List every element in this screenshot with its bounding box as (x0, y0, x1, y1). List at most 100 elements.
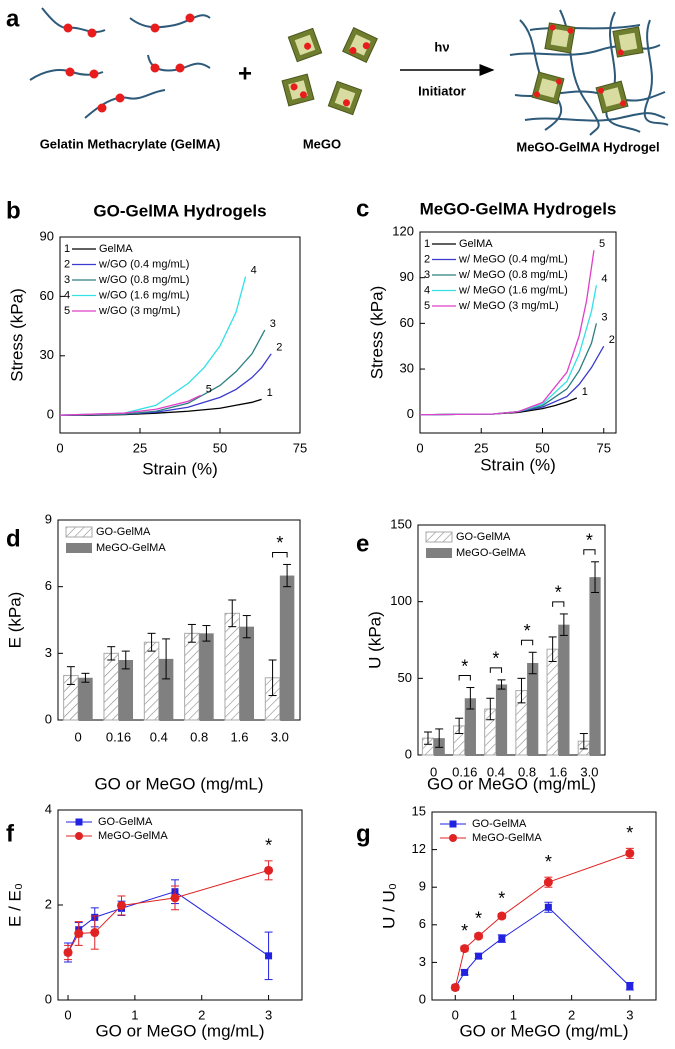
legend-label: MeGO-GelMA (456, 547, 526, 559)
y-tick-label: 4 (45, 801, 52, 816)
bar (158, 658, 174, 720)
x-tick-label: 0 (452, 1007, 459, 1022)
series-end-label: 1 (582, 386, 588, 398)
plot-frame (417, 524, 606, 756)
plot-frame (431, 811, 657, 1001)
series-line (59, 353, 272, 416)
legend-label: GO-GelMA (456, 531, 511, 543)
x-tick-label: 0.4 (150, 729, 168, 744)
legend-label: w/ MeGO (0.4 mg/mL) (458, 253, 568, 265)
marker (544, 903, 552, 911)
error-bar (283, 563, 292, 588)
error-bar (228, 599, 237, 628)
mego-flakes (281, 27, 378, 116)
bar (224, 612, 240, 721)
x-tick-label: 1 (510, 1007, 517, 1022)
x-axis-label: GO or MeGO (mg/mL) (95, 1021, 264, 1040)
marker (450, 982, 460, 992)
marker (63, 948, 73, 957)
x-tick-label: 0 (64, 1007, 71, 1022)
x-tick-label: 50 (535, 440, 549, 455)
arrow-label: Initiator (418, 83, 466, 98)
marker (475, 952, 483, 960)
y-tick-label: 0 (45, 711, 52, 726)
error-bar (107, 646, 116, 661)
significance-mark: * (524, 621, 531, 641)
series-line (59, 394, 202, 416)
significance-mark: * (461, 921, 468, 941)
series-end-label: 3 (270, 318, 276, 330)
legend-number: 2 (64, 258, 70, 270)
schematic: a Gelatin Methacrylate (GelMA) + MeGO hν… (6, 5, 669, 154)
marker (460, 944, 470, 954)
bar (103, 652, 120, 721)
error-bar (455, 717, 464, 735)
series-line (59, 329, 266, 416)
y-tick-label: 120 (392, 223, 414, 238)
significance-mark: * (586, 531, 593, 551)
legend-label: GelMA (459, 238, 493, 250)
series-end-label: 5 (206, 383, 212, 395)
y-tick-label: 12 (412, 841, 426, 856)
panel-letter: f (6, 820, 15, 847)
bar (78, 677, 93, 720)
error-bar (162, 638, 171, 680)
legend-label: w/GO (0.8 mg/mL) (98, 274, 189, 286)
significance-mark: * (475, 908, 482, 928)
x-tick-label: 3 (265, 1007, 272, 1022)
legend-swatch (66, 543, 92, 553)
y-tick-label: 2 (45, 896, 52, 911)
y-tick-label: 3 (45, 645, 52, 660)
x-tick-label: 0.4 (487, 764, 505, 779)
label: MeGO-GelMA Hydrogel (516, 139, 659, 154)
significance-mark: * (498, 888, 505, 908)
significance-bracket (489, 667, 503, 673)
legend-swatch (65, 526, 93, 538)
y-tick-label: 60 (400, 315, 414, 330)
marker (461, 968, 469, 976)
legend-number: 1 (424, 238, 430, 250)
y-tick-label: 50 (398, 670, 412, 685)
significance-mark: * (461, 656, 468, 676)
y-axis-label: E / E₀ (5, 883, 24, 927)
marker (264, 865, 274, 875)
significance-bracket (520, 639, 534, 646)
plot-frame (57, 519, 301, 721)
error-bar (242, 615, 251, 639)
marker (625, 848, 635, 858)
series-line (419, 345, 605, 416)
series-end-label: 1 (267, 387, 273, 399)
error-bar (435, 728, 444, 748)
legend-number: 4 (424, 284, 430, 296)
chart-title: GO-GelMA Hydrogels (93, 201, 266, 220)
y-tick-label: 0 (47, 407, 54, 422)
y-tick-label: 0 (45, 991, 52, 1006)
panel-letter: a (6, 5, 20, 32)
marker (543, 877, 553, 887)
x-axis-label: Strain (%) (142, 459, 218, 478)
significance-mark: * (492, 649, 499, 669)
panel-letter: g (356, 820, 371, 847)
significance-bracket (552, 601, 565, 607)
significance-mark: * (265, 836, 272, 856)
legend-label: GO-GelMA (472, 818, 527, 830)
legend-marker (75, 832, 83, 840)
series-end-label: 2 (276, 342, 282, 354)
series-line (419, 250, 595, 416)
significance-mark: * (276, 533, 283, 553)
legend-label: w/ MeGO (3 mg/mL) (458, 300, 559, 312)
x-tick-label: 0.16 (106, 729, 131, 744)
y-tick-label: 90 (400, 269, 414, 284)
x-tick-label: 50 (213, 440, 227, 455)
legend-swatch (425, 531, 453, 543)
bar (527, 663, 539, 755)
marker (265, 952, 273, 960)
series-line (419, 397, 578, 416)
legend-swatch (426, 548, 452, 558)
legend-number: 1 (64, 243, 70, 255)
x-tick-label: 1.6 (549, 764, 567, 779)
y-tick-label: 150 (390, 516, 412, 531)
x-tick-label: 0 (56, 440, 63, 455)
arrow-label: hν (434, 39, 449, 54)
